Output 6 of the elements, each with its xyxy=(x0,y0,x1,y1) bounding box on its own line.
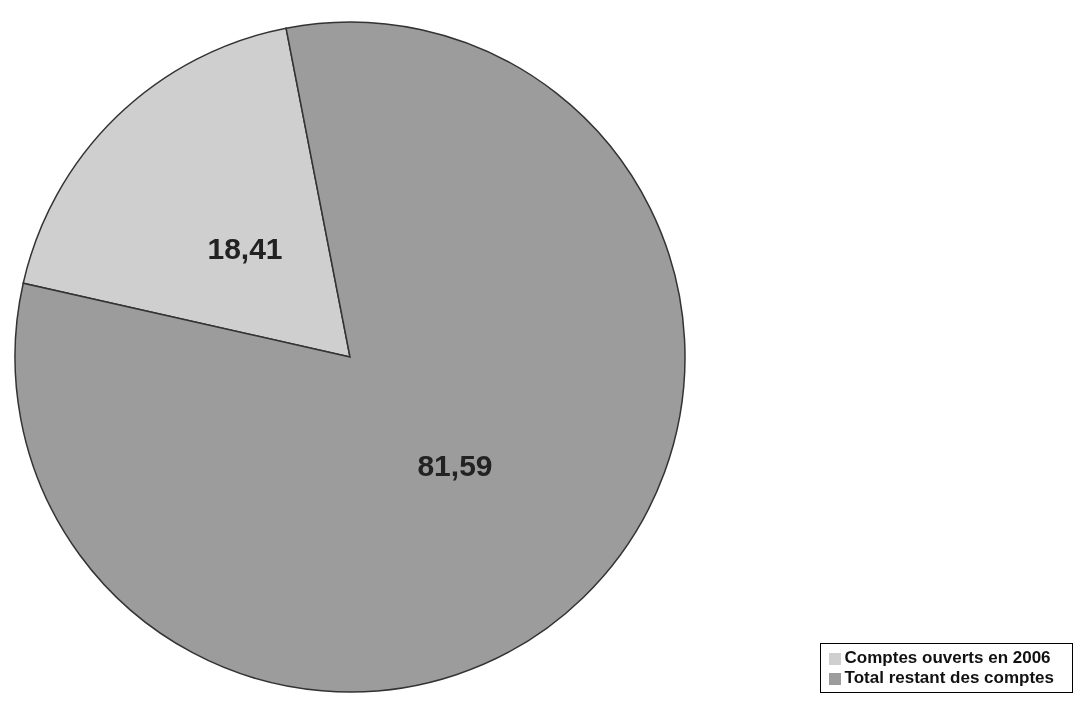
data-label: 81,59 xyxy=(417,448,493,482)
legend-label: Comptes ouverts en 2006 xyxy=(844,648,1051,667)
data-label: 18,41 xyxy=(207,232,283,266)
pie-slice xyxy=(22,27,351,358)
pie-slice xyxy=(14,21,686,693)
legend-label: Total restant des comptes xyxy=(844,668,1054,687)
